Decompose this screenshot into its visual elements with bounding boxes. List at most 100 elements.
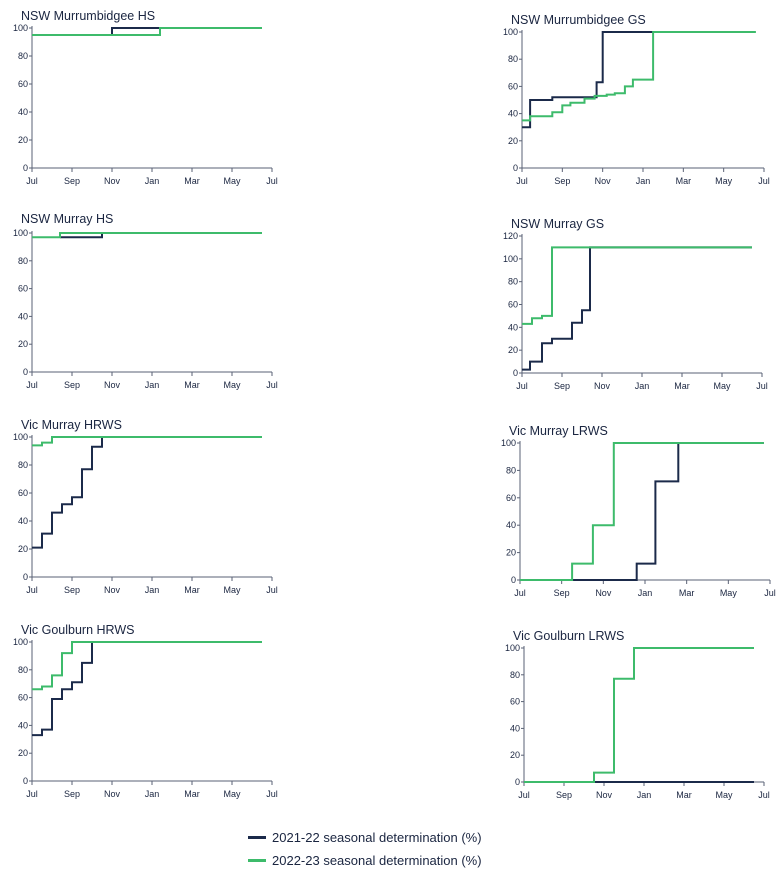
y-tick-label: 60	[506, 493, 516, 503]
x-tick-label: May	[720, 588, 738, 598]
y-tick-label: 100	[503, 27, 518, 37]
y-tick-label: 100	[503, 254, 518, 264]
y-tick-label: 20	[508, 345, 518, 355]
x-tick-label: Jan	[145, 380, 160, 390]
y-tick-label: 40	[18, 720, 28, 730]
y-tick-label: 0	[23, 163, 28, 173]
series-line-2022-23	[522, 246, 752, 325]
x-tick-label: Nov	[595, 588, 612, 598]
y-tick-label: 100	[13, 432, 28, 442]
x-tick-label: Jul	[764, 588, 776, 598]
x-tick-label: Jul	[266, 789, 278, 799]
y-tick-label: 0	[23, 367, 28, 377]
y-tick-label: 80	[508, 277, 518, 287]
y-tick-label: 120	[503, 231, 518, 241]
x-tick-label: Nov	[594, 381, 611, 391]
x-tick-label: Jul	[758, 790, 770, 800]
x-tick-label: Jan	[145, 585, 160, 595]
y-tick-label: 100	[13, 228, 28, 238]
y-tick-label: 60	[510, 697, 520, 707]
y-tick-label: 20	[18, 748, 28, 758]
y-tick-label: 40	[510, 723, 520, 733]
x-tick-label: Jul	[758, 176, 770, 186]
x-tick-label: Mar	[674, 381, 690, 391]
chart-title: Vic Goulburn HRWS	[21, 623, 134, 637]
x-tick-label: Mar	[676, 790, 692, 800]
y-tick-label: 60	[508, 300, 518, 310]
chart-title: Vic Murray HRWS	[21, 418, 122, 432]
y-tick-label: 20	[506, 548, 516, 558]
y-tick-label: 20	[18, 339, 28, 349]
series-line-2022-23	[32, 436, 262, 447]
x-tick-label: May	[715, 790, 733, 800]
y-tick-label: 100	[505, 643, 520, 653]
series-line-2021-22	[32, 641, 262, 737]
legend: 2021-22 seasonal determination (%) 2022-…	[248, 826, 482, 872]
x-tick-label: Jul	[266, 380, 278, 390]
x-tick-label: Sep	[556, 790, 572, 800]
y-tick-label: 80	[18, 665, 28, 675]
x-tick-label: Mar	[184, 789, 200, 799]
chart-title: NSW Murray HS	[21, 212, 113, 226]
x-tick-label: Jul	[516, 381, 528, 391]
x-tick-label: Nov	[104, 789, 121, 799]
x-tick-label: Mar	[676, 176, 692, 186]
series-line-2022-23	[32, 641, 262, 691]
x-tick-label: Jul	[26, 176, 38, 186]
x-tick-label: Jan	[635, 381, 650, 391]
y-tick-label: 0	[515, 777, 520, 787]
x-tick-label: Mar	[184, 176, 200, 186]
x-tick-label: Sep	[64, 789, 80, 799]
x-tick-label: Sep	[64, 585, 80, 595]
series-line-2022-23	[524, 647, 754, 783]
x-tick-label: Sep	[64, 176, 80, 186]
chart-4: Vic Murray HRWS 0 20 40 60 80 100 Jul Sep Nov Jan M…	[13, 418, 278, 595]
x-tick-label: Sep	[554, 176, 570, 186]
chart-title: NSW Murray GS	[511, 217, 604, 231]
x-tick-label: May	[223, 585, 241, 595]
y-tick-label: 0	[511, 575, 516, 585]
x-tick-label: Nov	[104, 380, 121, 390]
y-tick-label: 40	[18, 516, 28, 526]
x-tick-label: May	[713, 381, 731, 391]
chart-7: Vic Goulburn LRWS 0 20 40 60 80 100 Jul Sep Nov Ja…	[505, 629, 770, 800]
series-line-2021-22	[522, 246, 752, 371]
y-tick-label: 60	[508, 81, 518, 91]
y-tick-label: 40	[506, 520, 516, 530]
x-tick-label: Mar	[679, 588, 695, 598]
y-tick-label: 20	[18, 544, 28, 554]
x-tick-label: Jan	[638, 588, 653, 598]
y-tick-label: 80	[18, 51, 28, 61]
chart-2: NSW Murray HS 0 20 40 60 80 100 Jul Sep Nov Jan Mar…	[13, 212, 278, 390]
y-tick-label: 80	[506, 465, 516, 475]
y-tick-label: 60	[18, 693, 28, 703]
x-tick-label: Nov	[104, 176, 121, 186]
x-tick-label: Sep	[554, 588, 570, 598]
series-line-2021-22	[32, 436, 262, 549]
x-tick-label: Jul	[514, 588, 526, 598]
legend-swatch-2021-22	[248, 836, 266, 839]
series-line-2021-22	[522, 31, 654, 129]
legend-item-2022-23: 2022-23 seasonal determination (%)	[248, 849, 482, 872]
y-tick-label: 40	[18, 107, 28, 117]
series-line-2022-23	[32, 232, 262, 239]
x-tick-label: Jul	[26, 585, 38, 595]
legend-item-2021-22: 2021-22 seasonal determination (%)	[248, 826, 482, 849]
chart-1: NSW Murrumbidgee GS 0 20 40 60 80 100 Jul Sep Nov…	[503, 13, 770, 186]
x-tick-label: Jan	[636, 176, 651, 186]
legend-label-2021-22: 2021-22 seasonal determination (%)	[272, 830, 482, 845]
series-line-2021-22	[111, 27, 160, 35]
y-tick-label: 0	[513, 368, 518, 378]
x-tick-label: May	[715, 176, 733, 186]
x-tick-label: Mar	[184, 585, 200, 595]
chart-title: NSW Murrumbidgee GS	[511, 13, 646, 27]
y-tick-label: 40	[508, 109, 518, 119]
series-line-2022-23	[32, 27, 262, 36]
y-tick-label: 20	[18, 135, 28, 145]
y-tick-label: 80	[510, 670, 520, 680]
x-tick-label: Jan	[145, 789, 160, 799]
series-line-2021-22	[520, 442, 764, 581]
chart-5: Vic Murray LRWS 0 20 40 60 80 100 Jul Sep Nov Jan M…	[501, 424, 776, 598]
y-tick-label: 80	[18, 256, 28, 266]
y-tick-label: 100	[13, 637, 28, 647]
